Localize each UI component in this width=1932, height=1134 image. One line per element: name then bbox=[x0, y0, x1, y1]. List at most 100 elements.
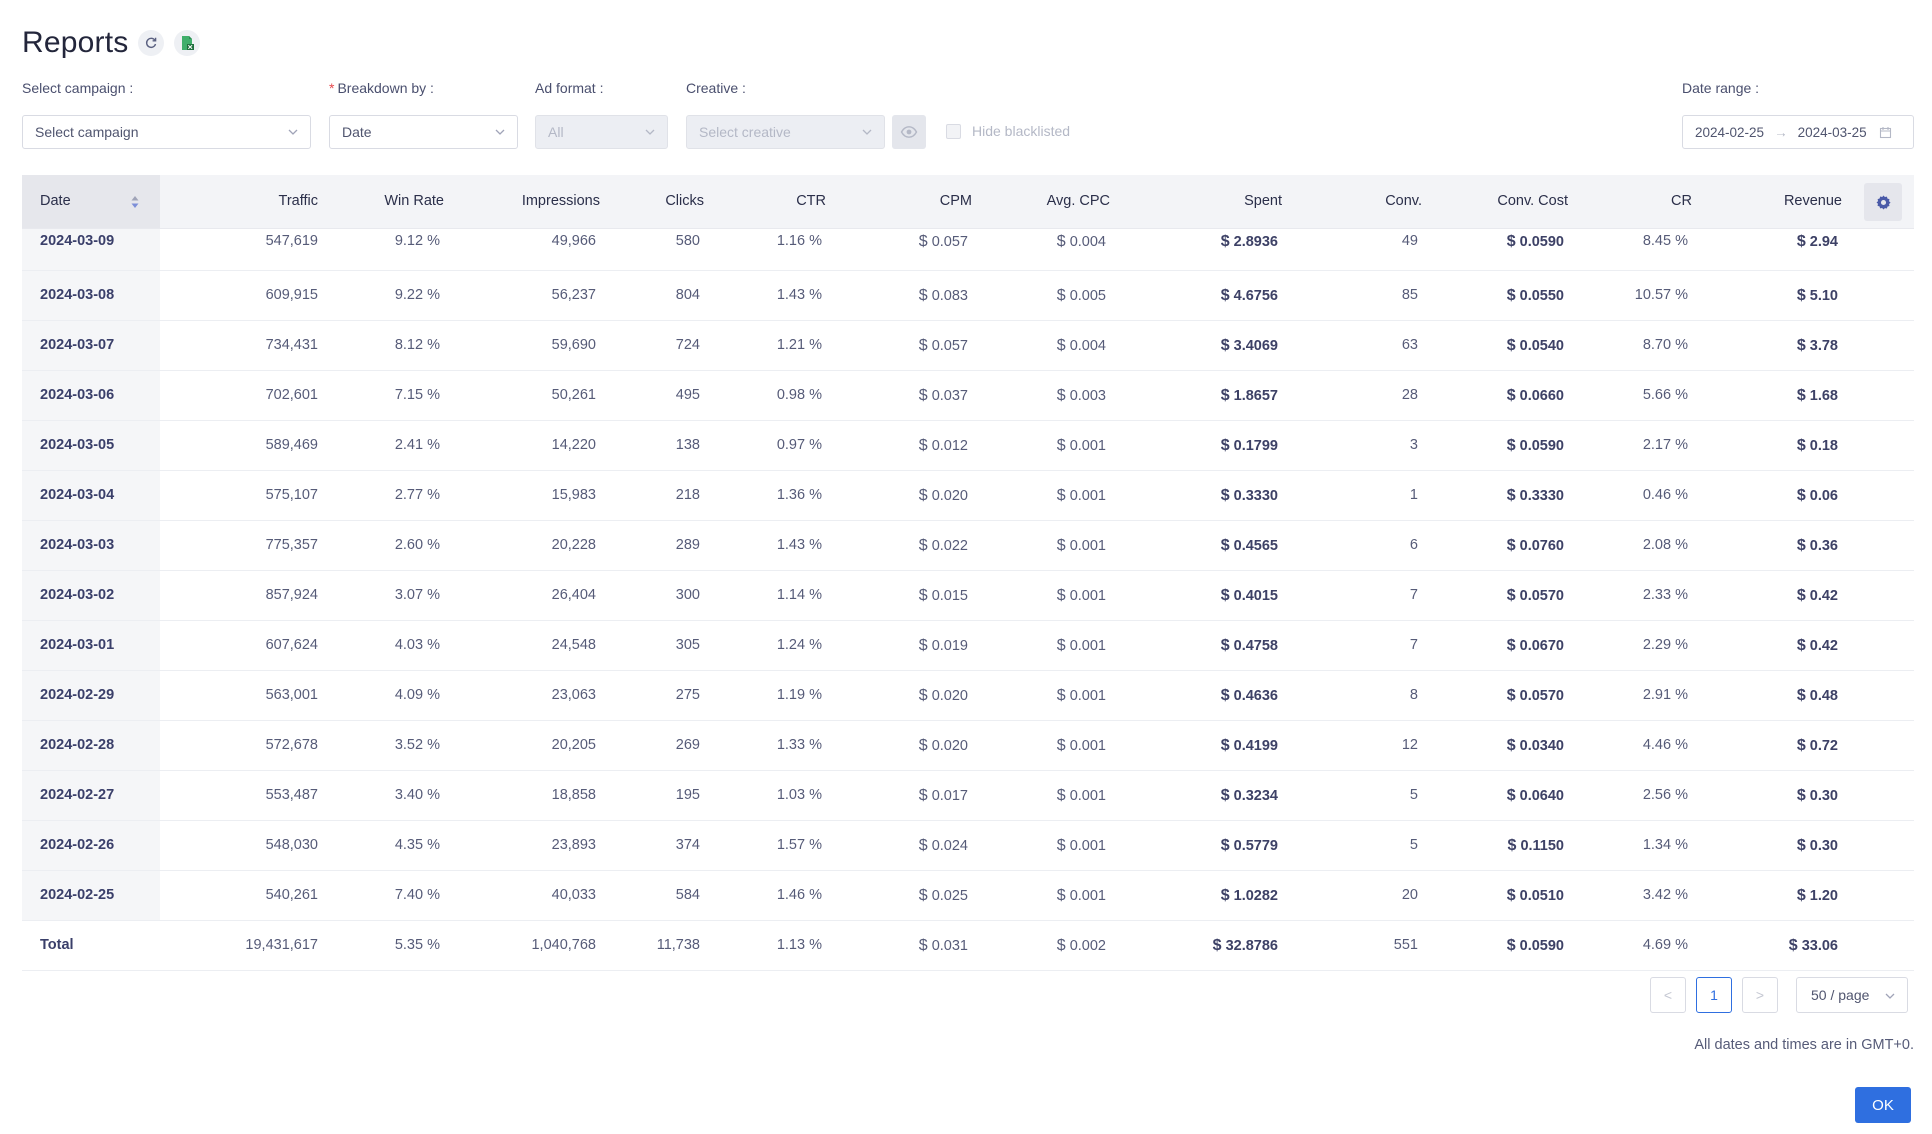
column-header-clicks[interactable]: Clicks bbox=[665, 193, 704, 209]
cell-traffic: 734,431 bbox=[192, 321, 318, 370]
table-row: 2024-03-01 607,624 4.03 % 24,548 305 1.24 % $0… bbox=[22, 621, 1914, 671]
cell-spent: $0.4565 bbox=[1152, 521, 1278, 570]
currency-symbol: $ bbox=[1056, 487, 1066, 504]
cell-value: 0.4636 bbox=[1233, 688, 1278, 704]
column-header-traffic[interactable]: Traffic bbox=[278, 193, 318, 209]
column-header-spent[interactable]: Spent bbox=[1244, 193, 1282, 209]
eye-icon bbox=[900, 126, 918, 138]
cell-revenue: $5.10 bbox=[1722, 271, 1838, 320]
creative-select-placeholder: Select creative bbox=[699, 124, 791, 140]
column-header-ctr[interactable]: CTR bbox=[796, 193, 826, 209]
page-size-select[interactable]: 50 / page bbox=[1796, 977, 1908, 1013]
cell-value: 3.42 % bbox=[1642, 887, 1688, 903]
cell-impressions: 14,220 bbox=[472, 421, 596, 470]
cell-revenue: $0.06 bbox=[1722, 471, 1838, 520]
hide-blacklisted-toggle[interactable]: Hide blacklisted bbox=[946, 123, 1070, 139]
currency-symbol: $ bbox=[1220, 287, 1230, 304]
sort-icon[interactable] bbox=[130, 193, 140, 211]
breakdown-select[interactable]: Date bbox=[329, 115, 518, 149]
cell-value: 0.001 bbox=[1069, 538, 1106, 554]
cell-value: 5.35 % bbox=[394, 937, 440, 953]
timezone-note: All dates and times are in GMT+0. bbox=[1694, 1037, 1914, 1053]
column-header-revenue[interactable]: Revenue bbox=[1783, 193, 1842, 209]
currency-symbol: $ bbox=[1506, 537, 1516, 554]
cell-conv-cost: $0.0510 bbox=[1442, 871, 1564, 920]
refresh-icon[interactable] bbox=[138, 30, 165, 56]
cell-ctr: 1.21 % bbox=[722, 321, 822, 370]
cell-revenue: $0.48 bbox=[1722, 671, 1838, 720]
table-row: 2024-03-02 857,924 3.07 % 26,404 300 1.14 % $0… bbox=[22, 571, 1914, 621]
row-date: 2024-03-07 bbox=[40, 337, 115, 353]
cell-value: 0.020 bbox=[931, 738, 968, 754]
hide-blacklisted-checkbox[interactable] bbox=[946, 123, 961, 139]
currency-symbol: $ bbox=[1796, 387, 1806, 404]
cell-value: 23,893 bbox=[551, 837, 596, 853]
cell-conv: 5 bbox=[1312, 771, 1418, 820]
cell-impressions: 24,548 bbox=[472, 621, 596, 670]
currency-symbol: $ bbox=[1796, 737, 1806, 754]
row-date: 2024-02-29 bbox=[40, 687, 115, 703]
column-header-conv[interactable]: Conv. bbox=[1385, 193, 1422, 209]
cell-value: 9.12 % bbox=[394, 233, 440, 249]
creative-select[interactable]: Select creative bbox=[686, 115, 885, 149]
excel-export-icon[interactable] bbox=[174, 30, 201, 56]
cell-value: 7.15 % bbox=[394, 387, 440, 403]
cell-value: 374 bbox=[675, 837, 700, 853]
column-header-avg-cpc[interactable]: Avg. CPC bbox=[1046, 193, 1110, 209]
cell-value: 20,228 bbox=[551, 537, 596, 553]
cell-value: 0.057 bbox=[931, 234, 968, 250]
cell-value: 551 bbox=[1393, 937, 1418, 953]
column-header-impressions[interactable]: Impressions bbox=[521, 193, 600, 209]
cell-cr: 4.69 % bbox=[1592, 921, 1688, 970]
column-header-win-rate[interactable]: Win Rate bbox=[384, 193, 444, 209]
cell-traffic: 589,469 bbox=[192, 421, 318, 470]
row-date: 2024-03-09 bbox=[40, 233, 115, 249]
cell-value: 0.083 bbox=[931, 288, 968, 304]
cell-value: 0.005 bbox=[1069, 288, 1106, 304]
date-range-picker[interactable]: 2024-02-25 → 2024-03-25 bbox=[1682, 115, 1914, 149]
date-range-start[interactable]: 2024-02-25 bbox=[1695, 124, 1765, 140]
currency-symbol: $ bbox=[1220, 787, 1230, 804]
campaign-select[interactable]: Select campaign bbox=[22, 115, 311, 149]
cell-value: 0.30 bbox=[1809, 788, 1838, 804]
ad-format-select[interactable]: All bbox=[535, 115, 668, 149]
next-page-button[interactable]: > bbox=[1742, 977, 1778, 1013]
cell-conv: 8 bbox=[1312, 671, 1418, 720]
cell-value: 724 bbox=[675, 337, 700, 353]
column-settings-button[interactable] bbox=[1864, 183, 1902, 221]
column-header-date[interactable]: Date bbox=[40, 193, 71, 209]
cell-win-rate: 7.15 % bbox=[342, 371, 440, 420]
currency-symbol: $ bbox=[918, 687, 928, 704]
currency-symbol: $ bbox=[918, 787, 928, 804]
cell-value: 1.46 % bbox=[776, 887, 822, 903]
row-date: 2024-02-27 bbox=[40, 787, 115, 803]
ok-button[interactable]: OK bbox=[1855, 1087, 1911, 1123]
currency-symbol: $ bbox=[1796, 687, 1806, 704]
cell-value: 1.36 % bbox=[776, 487, 822, 503]
cell-value: 0.18 bbox=[1809, 438, 1838, 454]
date-cell-bg bbox=[22, 871, 160, 920]
column-header-cpm[interactable]: CPM bbox=[939, 193, 972, 209]
cell-value: 775,357 bbox=[265, 537, 318, 553]
currency-symbol: $ bbox=[1056, 233, 1066, 250]
cell-revenue: $0.18 bbox=[1722, 421, 1838, 470]
cell-value: 0.001 bbox=[1069, 688, 1106, 704]
date-range-end[interactable]: 2024-03-25 bbox=[1797, 124, 1867, 140]
cell-traffic: 547,619 bbox=[192, 221, 318, 262]
cell-value: 0.0670 bbox=[1519, 638, 1564, 654]
currency-symbol: $ bbox=[1056, 787, 1066, 804]
column-header-cr[interactable]: CR bbox=[1671, 193, 1692, 209]
cell-value: 0.001 bbox=[1069, 838, 1106, 854]
currency-symbol: $ bbox=[1506, 587, 1516, 604]
cell-value: 3.78 bbox=[1809, 338, 1838, 354]
cell-spent: $0.4015 bbox=[1152, 571, 1278, 620]
table-row: 2024-03-04 575,107 2.77 % 15,983 218 1.36 % $0… bbox=[22, 471, 1914, 521]
column-header-conv-cost[interactable]: Conv. Cost bbox=[1497, 193, 1568, 209]
cell-spent: $2.8936 bbox=[1152, 221, 1278, 262]
preview-creative-button[interactable] bbox=[892, 115, 926, 149]
cell-impressions: 1,040,768 bbox=[472, 921, 596, 970]
cell-conv-cost: $0.0760 bbox=[1442, 521, 1564, 570]
prev-page-button[interactable]: < bbox=[1650, 977, 1686, 1013]
page-1-button[interactable]: 1 bbox=[1696, 977, 1732, 1013]
currency-symbol: $ bbox=[1220, 837, 1230, 854]
